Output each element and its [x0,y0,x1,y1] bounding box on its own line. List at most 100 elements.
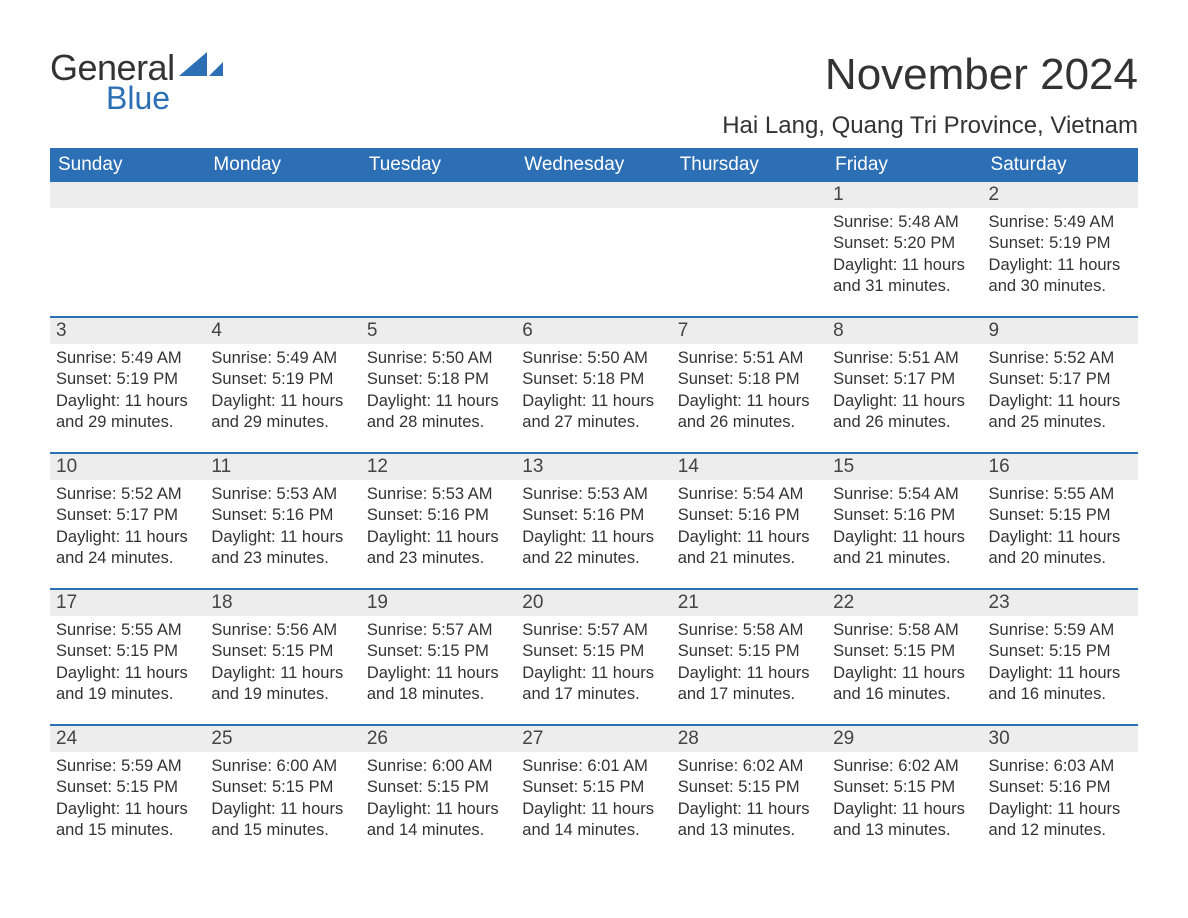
day-number: 27 [516,726,671,752]
daylight-line: Daylight: 11 hours and 26 minutes. [678,391,821,434]
weekday-header: Saturday [983,148,1138,182]
day-number: 12 [361,454,516,480]
sunrise-line: Sunrise: 6:02 AM [678,756,821,777]
day-number: 17 [50,590,205,616]
sunrise-line: Sunrise: 5:55 AM [989,484,1132,505]
logo: General Blue [50,50,223,114]
day-details: Sunrise: 5:52 AMSunset: 5:17 PMDaylight:… [983,344,1138,438]
day-details: Sunrise: 5:58 AMSunset: 5:15 PMDaylight:… [672,616,827,710]
sunrise-line: Sunrise: 5:58 AM [678,620,821,641]
sunset-line: Sunset: 5:18 PM [367,369,510,390]
sunrise-line: Sunrise: 5:48 AM [833,212,976,233]
daylight-line: Daylight: 11 hours and 15 minutes. [211,799,354,842]
calendar-table: SundayMondayTuesdayWednesdayThursdayFrid… [50,148,1138,860]
sunset-line: Sunset: 5:15 PM [367,777,510,798]
weekday-header: Sunday [50,148,205,182]
day-details: Sunrise: 5:59 AMSunset: 5:15 PMDaylight:… [50,752,205,846]
calendar-cell: 8Sunrise: 5:51 AMSunset: 5:17 PMDaylight… [827,317,982,453]
day-details: Sunrise: 5:50 AMSunset: 5:18 PMDaylight:… [516,344,671,438]
day-details: Sunrise: 5:57 AMSunset: 5:15 PMDaylight:… [361,616,516,710]
day-number: 18 [205,590,360,616]
calendar-cell: 5Sunrise: 5:50 AMSunset: 5:18 PMDaylight… [361,317,516,453]
sunrise-line: Sunrise: 5:59 AM [989,620,1132,641]
day-number-empty [672,182,827,208]
weekday-header: Monday [205,148,360,182]
day-number: 8 [827,318,982,344]
sunset-line: Sunset: 5:15 PM [522,641,665,662]
day-details: Sunrise: 5:51 AMSunset: 5:17 PMDaylight:… [827,344,982,438]
day-number: 24 [50,726,205,752]
day-number: 9 [983,318,1138,344]
daylight-line: Daylight: 11 hours and 18 minutes. [367,663,510,706]
calendar-cell: 14Sunrise: 5:54 AMSunset: 5:16 PMDayligh… [672,453,827,589]
calendar-cell: 20Sunrise: 5:57 AMSunset: 5:15 PMDayligh… [516,589,671,725]
day-details: Sunrise: 5:59 AMSunset: 5:15 PMDaylight:… [983,616,1138,710]
calendar-cell [50,182,205,317]
sunset-line: Sunset: 5:15 PM [56,777,199,798]
day-number: 6 [516,318,671,344]
calendar-cell: 13Sunrise: 5:53 AMSunset: 5:16 PMDayligh… [516,453,671,589]
daylight-line: Daylight: 11 hours and 15 minutes. [56,799,199,842]
day-details: Sunrise: 5:49 AMSunset: 5:19 PMDaylight:… [50,344,205,438]
calendar-cell: 17Sunrise: 5:55 AMSunset: 5:15 PMDayligh… [50,589,205,725]
calendar-cell [672,182,827,317]
daylight-line: Daylight: 11 hours and 26 minutes. [833,391,976,434]
day-number: 14 [672,454,827,480]
sunset-line: Sunset: 5:15 PM [678,641,821,662]
day-details: Sunrise: 6:02 AMSunset: 5:15 PMDaylight:… [827,752,982,846]
calendar-cell: 28Sunrise: 6:02 AMSunset: 5:15 PMDayligh… [672,725,827,860]
day-number: 30 [983,726,1138,752]
day-details: Sunrise: 6:01 AMSunset: 5:15 PMDaylight:… [516,752,671,846]
day-details: Sunrise: 5:53 AMSunset: 5:16 PMDaylight:… [516,480,671,574]
weekday-header: Thursday [672,148,827,182]
calendar-cell: 19Sunrise: 5:57 AMSunset: 5:15 PMDayligh… [361,589,516,725]
day-number: 10 [50,454,205,480]
sunset-line: Sunset: 5:15 PM [833,641,976,662]
day-details: Sunrise: 5:57 AMSunset: 5:15 PMDaylight:… [516,616,671,710]
sunrise-line: Sunrise: 5:53 AM [367,484,510,505]
sunrise-line: Sunrise: 5:57 AM [522,620,665,641]
day-details: Sunrise: 5:55 AMSunset: 5:15 PMDaylight:… [50,616,205,710]
daylight-line: Daylight: 11 hours and 21 minutes. [833,527,976,570]
day-number: 28 [672,726,827,752]
sunrise-line: Sunrise: 5:59 AM [56,756,199,777]
sunset-line: Sunset: 5:15 PM [367,641,510,662]
day-number: 25 [205,726,360,752]
daylight-line: Daylight: 11 hours and 23 minutes. [211,527,354,570]
sunset-line: Sunset: 5:18 PM [678,369,821,390]
sunset-line: Sunset: 5:19 PM [56,369,199,390]
day-details: Sunrise: 5:58 AMSunset: 5:15 PMDaylight:… [827,616,982,710]
sunset-line: Sunset: 5:16 PM [367,505,510,526]
day-details: Sunrise: 5:50 AMSunset: 5:18 PMDaylight:… [361,344,516,438]
sunset-line: Sunset: 5:19 PM [211,369,354,390]
sunrise-line: Sunrise: 5:49 AM [989,212,1132,233]
day-number: 13 [516,454,671,480]
daylight-line: Daylight: 11 hours and 14 minutes. [522,799,665,842]
calendar-cell [516,182,671,317]
sunrise-line: Sunrise: 5:52 AM [989,348,1132,369]
calendar-cell: 22Sunrise: 5:58 AMSunset: 5:15 PMDayligh… [827,589,982,725]
calendar-cell: 25Sunrise: 6:00 AMSunset: 5:15 PMDayligh… [205,725,360,860]
calendar-cell [205,182,360,317]
sunset-line: Sunset: 5:15 PM [211,641,354,662]
weekday-header: Wednesday [516,148,671,182]
sunrise-line: Sunrise: 5:53 AM [211,484,354,505]
daylight-line: Daylight: 11 hours and 19 minutes. [56,663,199,706]
sunset-line: Sunset: 5:16 PM [989,777,1132,798]
day-number: 19 [361,590,516,616]
day-details: Sunrise: 6:02 AMSunset: 5:15 PMDaylight:… [672,752,827,846]
daylight-line: Daylight: 11 hours and 17 minutes. [678,663,821,706]
daylight-line: Daylight: 11 hours and 13 minutes. [678,799,821,842]
sunrise-line: Sunrise: 5:49 AM [56,348,199,369]
sunset-line: Sunset: 5:15 PM [833,777,976,798]
day-details: Sunrise: 6:00 AMSunset: 5:15 PMDaylight:… [205,752,360,846]
sunset-line: Sunset: 5:16 PM [211,505,354,526]
sunrise-line: Sunrise: 5:49 AM [211,348,354,369]
sunset-line: Sunset: 5:17 PM [989,369,1132,390]
daylight-line: Daylight: 11 hours and 16 minutes. [833,663,976,706]
sunset-line: Sunset: 5:15 PM [989,641,1132,662]
sunrise-line: Sunrise: 5:57 AM [367,620,510,641]
daylight-line: Daylight: 11 hours and 29 minutes. [56,391,199,434]
day-details: Sunrise: 5:51 AMSunset: 5:18 PMDaylight:… [672,344,827,438]
daylight-line: Daylight: 11 hours and 30 minutes. [989,255,1132,298]
